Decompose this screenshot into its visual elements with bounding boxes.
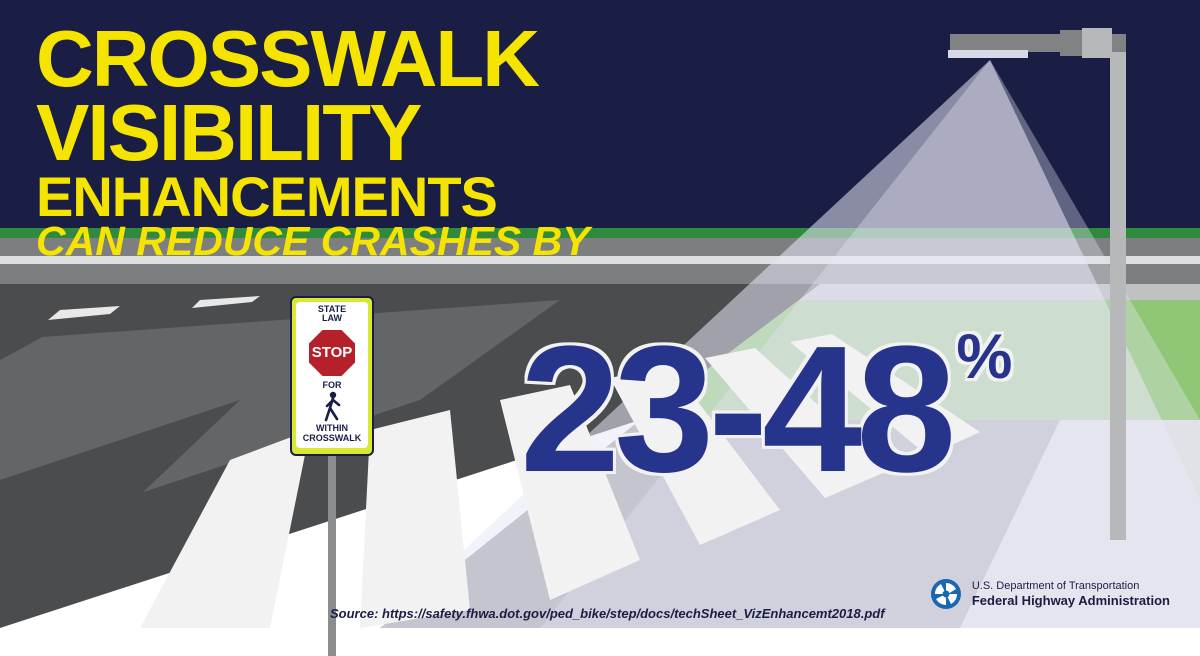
dot-logo-icon <box>930 578 962 610</box>
stop-sign-icon: STOP <box>306 327 358 379</box>
sign-top-label: STATE LAW <box>299 305 365 324</box>
stat-suffix: % <box>956 322 1010 392</box>
headline-line1: CROSSWALK <box>36 22 590 96</box>
pedestrian-sign: STATE LAW STOP FOR WITHIN CROSSWALK <box>290 296 374 656</box>
sign-inner-panel: STATE LAW STOP FOR WITHIN CROSSWALK <box>296 302 368 448</box>
headline-line2: VISIBILITY <box>36 96 590 170</box>
infographic-canvas: CROSSWALK VISIBILITY ENHANCEMENTS CAN RE… <box>0 0 1200 628</box>
brand-line2: Federal Highway Administration <box>972 593 1170 608</box>
stat-value: 23-48 <box>520 309 950 510</box>
sign-mid-label: FOR <box>299 381 365 390</box>
stop-text: STOP <box>312 344 353 361</box>
brand-line1: U.S. Department of Transportation <box>972 580 1170 592</box>
footer-brand: U.S. Department of Transportation Federa… <box>930 578 1170 610</box>
sign-outer-border: STATE LAW STOP FOR WITHIN CROSSWALK <box>290 296 374 456</box>
streetlight-pole <box>1110 50 1126 540</box>
source-citation: Source: https://safety.fhwa.dot.gov/ped_… <box>330 606 885 621</box>
streetlight-head <box>948 50 1028 58</box>
headline-line3: ENHANCEMENTS <box>36 171 590 223</box>
headline-line4: CAN REDUCE CRASHES BY <box>36 223 590 261</box>
headline-block: CROSSWALK VISIBILITY ENHANCEMENTS CAN RE… <box>36 22 590 260</box>
pedestrian-icon <box>317 390 347 424</box>
sign-bottom-label: WITHIN CROSSWALK <box>299 424 365 443</box>
stat-percentage: 23-48% <box>520 320 1010 500</box>
sign-pole <box>328 456 336 656</box>
